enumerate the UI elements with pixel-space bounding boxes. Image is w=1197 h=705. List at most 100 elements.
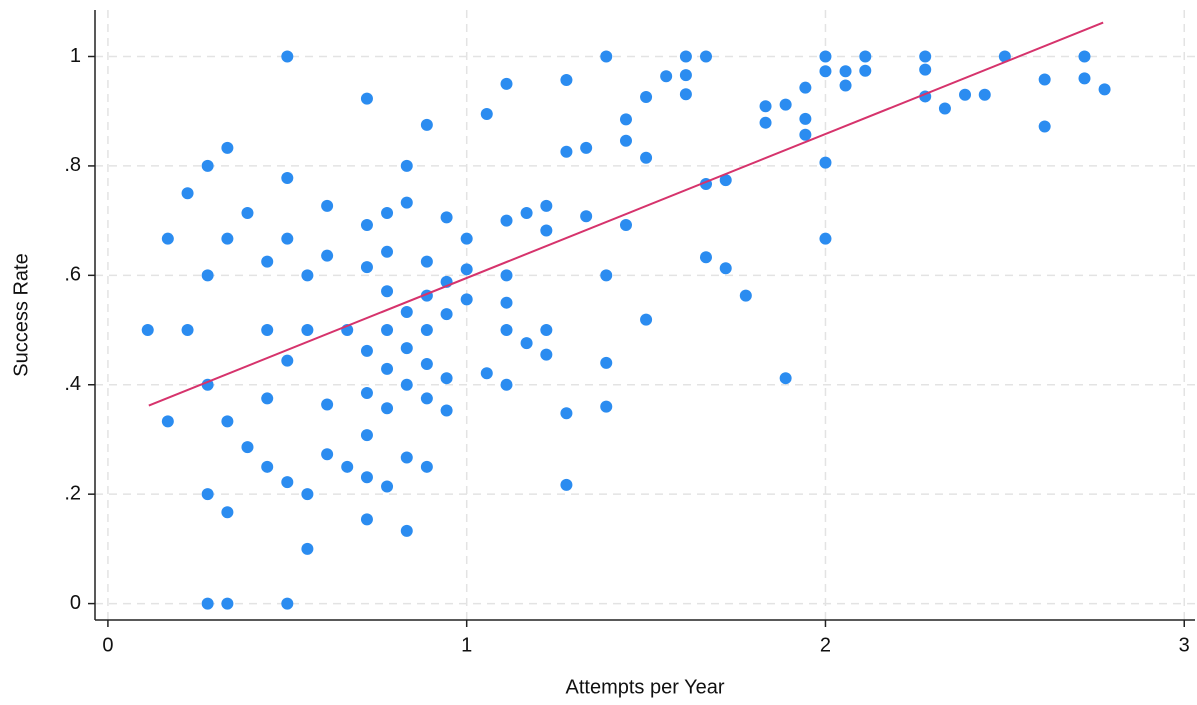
point <box>281 476 294 489</box>
point <box>201 597 214 610</box>
point <box>360 386 373 399</box>
point <box>739 289 752 302</box>
point <box>560 145 573 158</box>
point <box>660 70 673 83</box>
point <box>301 324 314 337</box>
point <box>341 460 354 473</box>
point <box>460 263 473 276</box>
point <box>799 128 812 141</box>
point <box>301 542 314 555</box>
point <box>460 232 473 245</box>
point <box>221 232 234 245</box>
point <box>560 407 573 420</box>
point <box>360 513 373 526</box>
point <box>281 50 294 63</box>
point <box>500 269 513 282</box>
point <box>261 460 274 473</box>
point <box>719 174 732 187</box>
point <box>919 63 932 76</box>
point <box>301 269 314 282</box>
point <box>440 308 453 321</box>
point <box>281 232 294 245</box>
point <box>321 448 334 461</box>
point <box>600 50 613 63</box>
point <box>619 134 632 147</box>
point <box>460 293 473 306</box>
point <box>281 597 294 610</box>
point <box>799 81 812 94</box>
x-tick-label: 3 <box>1179 634 1190 656</box>
point <box>600 356 613 369</box>
point <box>580 141 593 154</box>
point <box>321 398 334 411</box>
point <box>480 367 493 380</box>
point <box>221 597 234 610</box>
point <box>679 88 692 101</box>
point <box>919 50 932 63</box>
point <box>440 372 453 385</box>
point <box>420 357 433 370</box>
point <box>261 324 274 337</box>
point <box>978 88 991 101</box>
point <box>381 402 394 415</box>
point <box>420 392 433 405</box>
point <box>719 262 732 275</box>
point <box>201 269 214 282</box>
x-tick-label: 2 <box>820 634 831 656</box>
point <box>381 206 394 219</box>
point <box>500 296 513 309</box>
point <box>1038 120 1051 133</box>
point <box>600 269 613 282</box>
point <box>959 88 972 101</box>
point <box>540 224 553 237</box>
point <box>400 378 413 391</box>
point <box>321 199 334 212</box>
point <box>819 156 832 169</box>
point <box>500 77 513 90</box>
point <box>141 324 154 337</box>
point <box>360 261 373 274</box>
point <box>420 460 433 473</box>
point <box>779 372 792 385</box>
point <box>839 65 852 78</box>
point <box>998 50 1011 63</box>
point <box>221 506 234 519</box>
x-tick-label: 1 <box>461 634 472 656</box>
y-tick-label: 0 <box>70 592 81 614</box>
point <box>560 478 573 491</box>
point <box>161 232 174 245</box>
point <box>640 151 653 164</box>
point <box>381 285 394 298</box>
point <box>181 324 194 337</box>
point <box>400 342 413 355</box>
point <box>360 429 373 442</box>
point <box>400 451 413 464</box>
point <box>181 187 194 200</box>
point <box>619 219 632 232</box>
point <box>480 107 493 120</box>
point <box>1078 50 1091 63</box>
y-tick-label: .2 <box>64 482 81 504</box>
point <box>261 392 274 405</box>
point <box>500 324 513 337</box>
point <box>619 113 632 126</box>
point <box>520 337 533 350</box>
point <box>281 354 294 367</box>
point <box>1078 72 1091 85</box>
point <box>500 214 513 227</box>
point <box>580 210 593 223</box>
point <box>420 255 433 268</box>
point <box>301 488 314 501</box>
point <box>540 348 553 361</box>
point <box>819 65 832 78</box>
point <box>759 116 772 129</box>
point <box>221 141 234 154</box>
point <box>241 206 254 219</box>
point <box>381 480 394 493</box>
point <box>381 362 394 375</box>
point <box>859 64 872 77</box>
point <box>381 245 394 258</box>
x-tick-label: 0 <box>102 634 113 656</box>
point <box>360 471 373 484</box>
